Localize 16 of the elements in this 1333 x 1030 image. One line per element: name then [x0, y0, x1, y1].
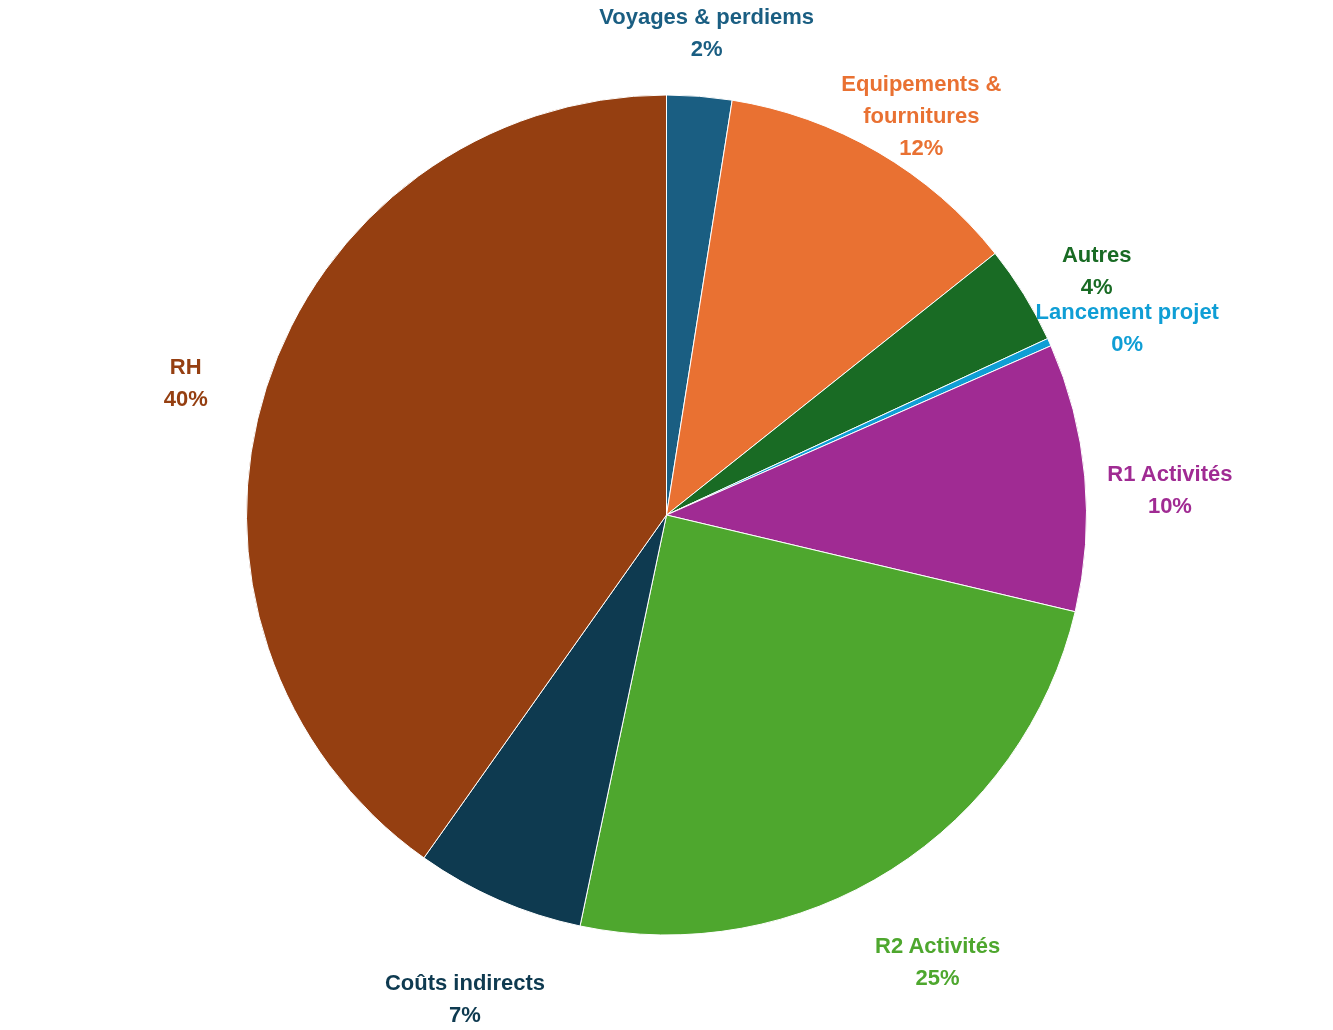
slice-label: Equipements & fournitures [841, 70, 1002, 128]
data-label: 10% [1147, 493, 1192, 519]
data-label: 25% [915, 965, 960, 991]
slice-label: R1 Activités [1107, 461, 1233, 487]
slice-label: Lancement projet [1035, 299, 1220, 325]
slice-label: RH [169, 353, 202, 379]
data-label: 40% [163, 385, 208, 411]
data-label: 0% [1111, 331, 1144, 357]
data-label: 2% [690, 35, 723, 61]
slice-label: Coûts indirects [384, 969, 546, 995]
data-label: 7% [449, 1001, 481, 1027]
data-label: 12% [899, 134, 944, 160]
data-label: 4% [1080, 273, 1113, 299]
slice-label: Autres [1061, 241, 1132, 267]
slice-label: R2 Activités [875, 933, 1001, 959]
slice-label: Voyages & perdiems [599, 3, 815, 29]
